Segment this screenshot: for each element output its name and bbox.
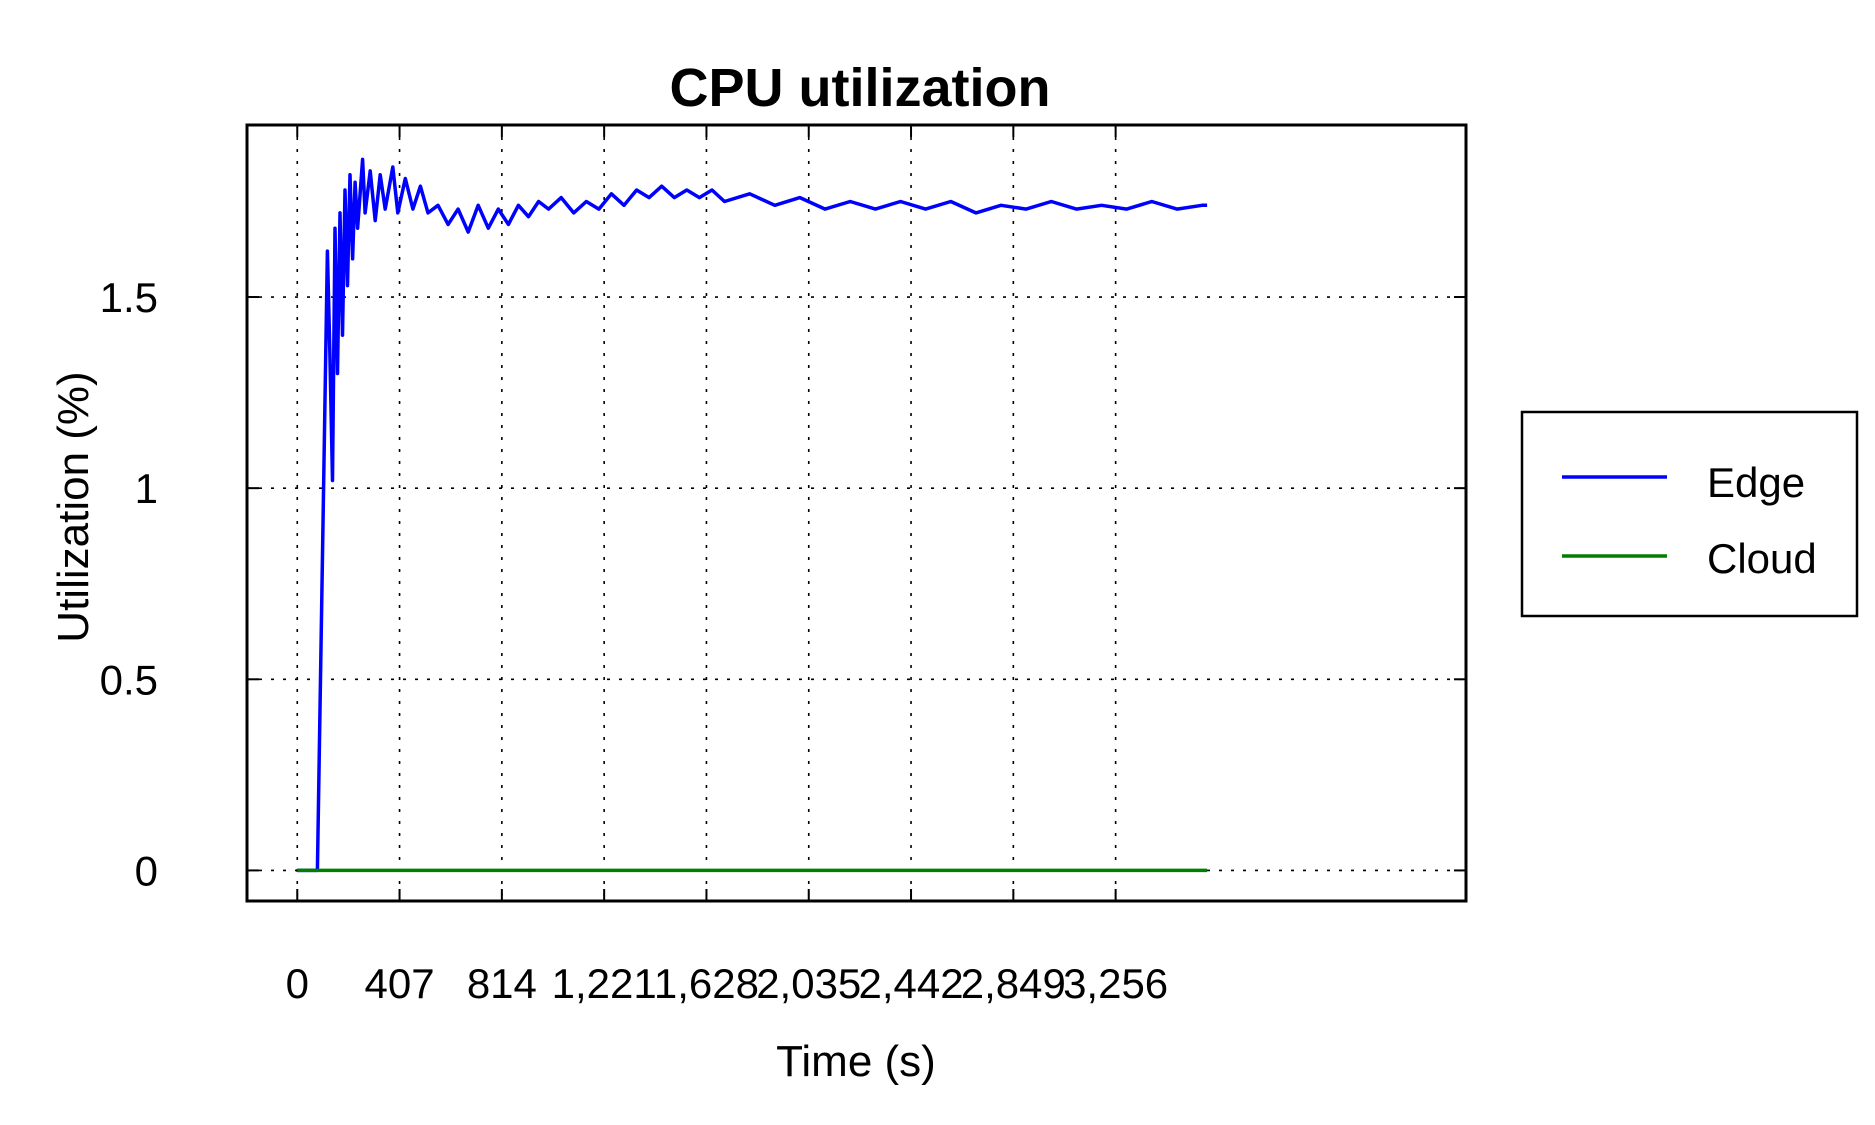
chart-title: CPU utilization xyxy=(670,58,1051,118)
x-tick-label: 3,256 xyxy=(1063,960,1168,1007)
y-tick-label: 1 xyxy=(135,465,158,512)
legend-label-cloud: Cloud xyxy=(1707,535,1817,582)
series-line-edge xyxy=(297,157,1208,873)
x-tick-label: 2,849 xyxy=(961,960,1066,1007)
x-tick-label: 2,442 xyxy=(858,960,963,1007)
x-tick-label: 407 xyxy=(365,960,435,1007)
x-tick-label: 1,221 xyxy=(552,960,657,1007)
plot-frame xyxy=(245,123,1468,903)
x-tick-label: 814 xyxy=(467,960,537,1007)
y-tick-label: 1.5 xyxy=(100,274,158,321)
legend-box xyxy=(1520,410,1859,618)
legend-label-edge: Edge xyxy=(1707,459,1805,506)
x-tick-label: 1,628 xyxy=(654,960,759,1007)
y-tick-label: 0 xyxy=(135,847,158,894)
y-tick-label: 0.5 xyxy=(100,656,158,703)
y-axis-label: Utilization (%) xyxy=(49,371,98,642)
series-lines xyxy=(297,157,1208,873)
x-tick-label: 0 xyxy=(286,960,309,1007)
x-tick-label: 2,035 xyxy=(756,960,861,1007)
x-axis-label: Time (s) xyxy=(776,1037,936,1086)
grid-lines xyxy=(247,125,1466,901)
legend: Edge Cloud xyxy=(1520,410,1859,618)
